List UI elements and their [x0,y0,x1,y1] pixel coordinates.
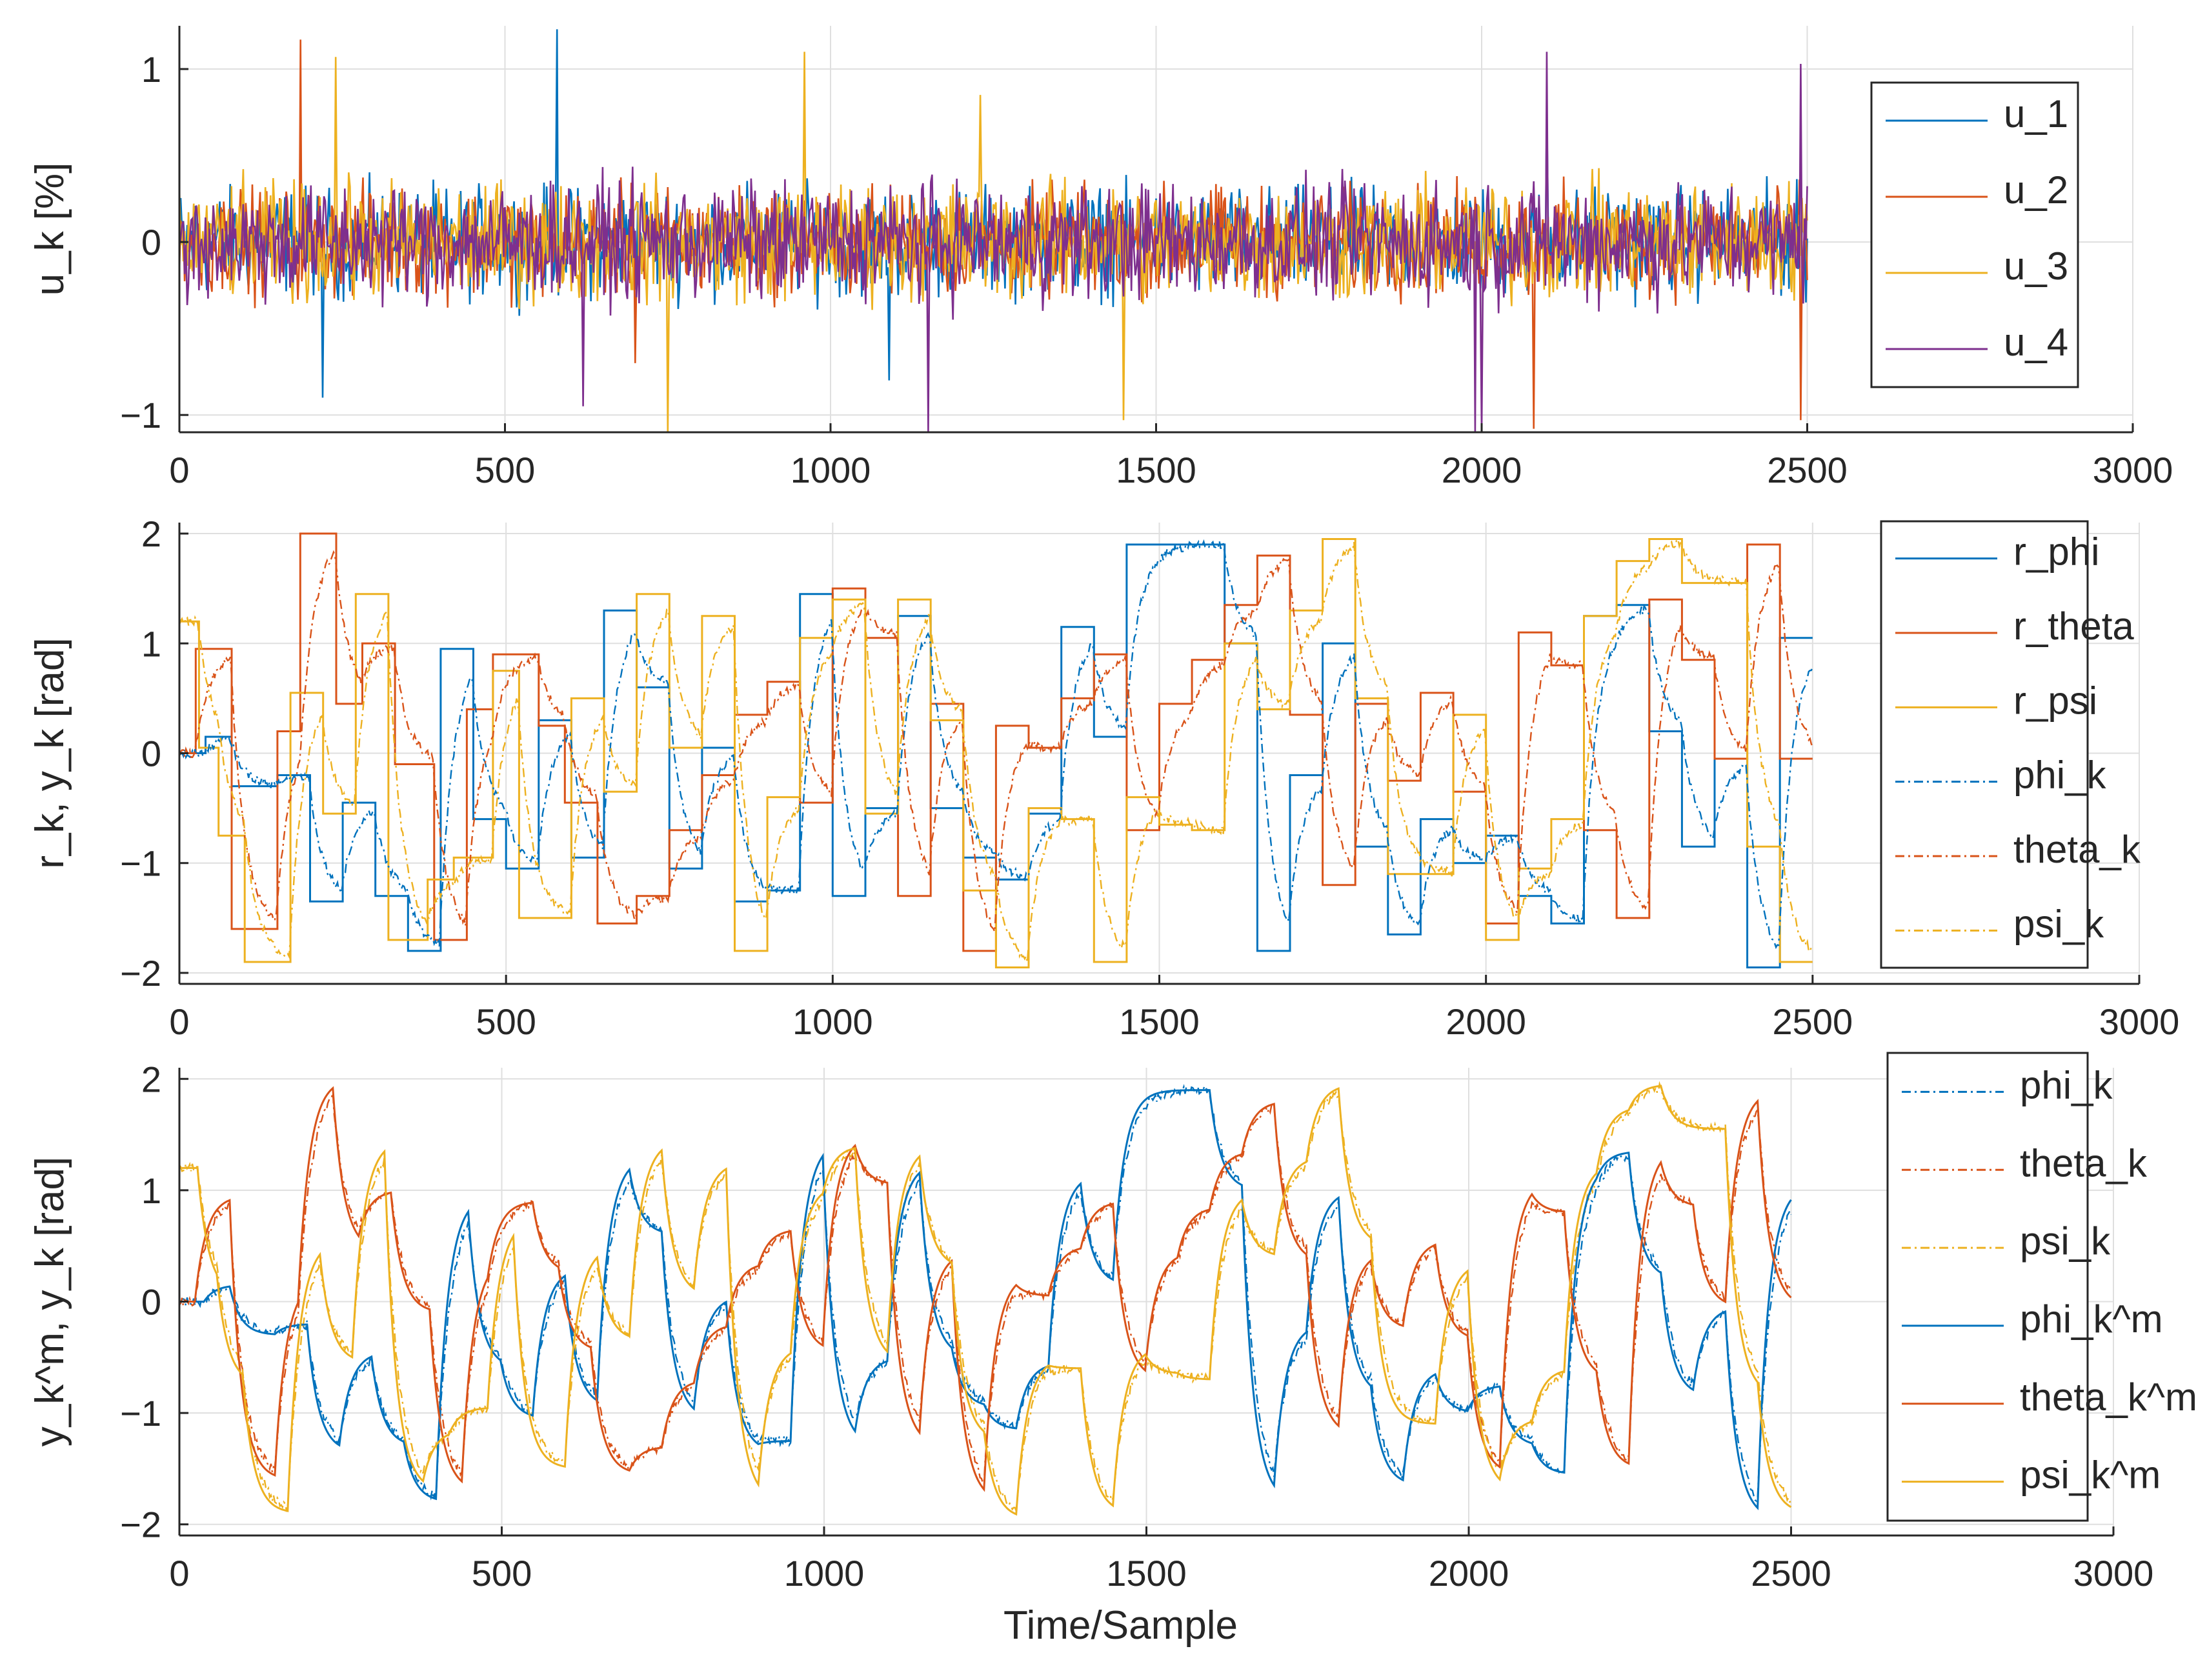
x-tick-label: 3000 [2099,1001,2180,1042]
series-line-theta-k [179,550,1813,932]
x-tick-label: 2000 [1429,1553,1509,1594]
y-axis-label: u_k [%] [28,163,72,296]
x-tick-label: 2500 [1773,1001,1853,1042]
x-tick-label: 0 [169,1553,189,1594]
series-line-u-4 [179,52,1808,432]
x-tick-label: 2000 [1442,450,1522,490]
x-tick-label: 1500 [1106,1553,1187,1594]
legend-label: theta_k [2020,1141,2148,1185]
y-axis-label: r_k, y_k [rad] [28,637,72,868]
x-tick-label: 500 [476,1001,536,1042]
y-tick-label: −1 [120,843,161,884]
x-tick-label: 1000 [791,450,871,490]
legend-label: theta_k^m [2020,1375,2197,1419]
chart-panel-2: 0 500 1000 1500 2000 2500 3000 −2 −1 0 1 2 r_k, y_k … [28,514,2179,1042]
y-tick-label: 1 [141,49,161,90]
series-line-psi-k [179,537,1813,963]
series-group [179,29,1808,432]
series-line-theta-k [179,1092,1792,1485]
series-line-u-3 [179,52,1808,432]
series-line-phi-k [179,1084,1792,1503]
x-tick-label: 3000 [2073,1553,2154,1594]
legend-label: u_1 [2004,92,2068,135]
y-tick-label: −1 [120,395,161,435]
legend-box [1886,1052,2089,1522]
legend: u_1 u_2 u_3 u_4 [1870,81,2079,388]
legend-label: theta_k [2013,828,2141,871]
legend-label: psi_k [2020,1219,2111,1263]
series-line-psi-k-m [179,1085,1792,1516]
series-line-phi-k-m [179,1089,1792,1510]
legend-label: phi_k [2020,1063,2113,1106]
x-tick-label: 1000 [784,1553,865,1594]
x-tick-label: 1000 [792,1001,873,1042]
series-line-theta-k-m [179,1086,1792,1492]
legend-box [1870,81,2079,388]
x-tick-label: 1500 [1119,1001,1200,1042]
legend-label: r_phi [2013,530,2099,574]
x-tick-label: 2000 [1446,1001,1526,1042]
legend: phi_k theta_k psi_k phi_k^m theta_k^m psi_k^m [1886,1052,2197,1522]
chart-panel-3: 0 500 1000 1500 2000 2500 3000 −2 −1 0 1 2 y_k^m, y_… [28,1052,2197,1648]
y-tick-label: 1 [141,1170,161,1211]
y-tick-label: 1 [141,623,161,664]
legend: r_phi r_theta r_psi phi_k theta_k psi_k [1880,520,2141,969]
legend-label: u_4 [2004,321,2068,364]
series-line-phi-k [179,539,1813,950]
series-group [179,532,1813,968]
x-tick-label: 1500 [1116,450,1196,490]
legend-label: r_psi [2013,679,2097,722]
legend-label: r_theta [2013,605,2134,648]
legend-label: phi_k [2013,754,2106,797]
y-tick-label: 0 [141,222,161,263]
legend-label: u_3 [2004,245,2068,288]
x-tick-label: 0 [169,450,189,490]
x-tick-label: 3000 [2093,450,2173,490]
x-tick-label: 0 [169,1001,189,1042]
legend-label: psi_k^m [2020,1454,2161,1497]
legend-box [1880,520,2089,969]
series-line-r-theta [179,532,1813,952]
series-group [179,1081,1792,1516]
x-tick-label: 2500 [1767,450,1848,490]
legend-label: psi_k [2013,902,2104,945]
y-tick-label: 0 [141,734,161,774]
x-tick-label: 500 [472,1553,532,1594]
legend-label: u_2 [2004,168,2068,212]
y-tick-label: −1 [120,1393,161,1434]
y-tick-label: −2 [120,1505,161,1545]
x-axis-label: Time/Sample [1003,1603,1238,1648]
y-tick-label: 2 [141,514,161,554]
series-line-r-psi [179,538,1813,968]
y-axis-label: y_k^m, y_k [rad] [28,1157,72,1446]
y-tick-label: −2 [120,953,161,994]
x-tick-label: 500 [475,450,535,490]
y-tick-label: 2 [141,1059,161,1099]
x-tick-label: 2500 [1751,1553,1831,1594]
legend-label: phi_k^m [2020,1297,2163,1341]
y-tick-label: 0 [141,1282,161,1323]
